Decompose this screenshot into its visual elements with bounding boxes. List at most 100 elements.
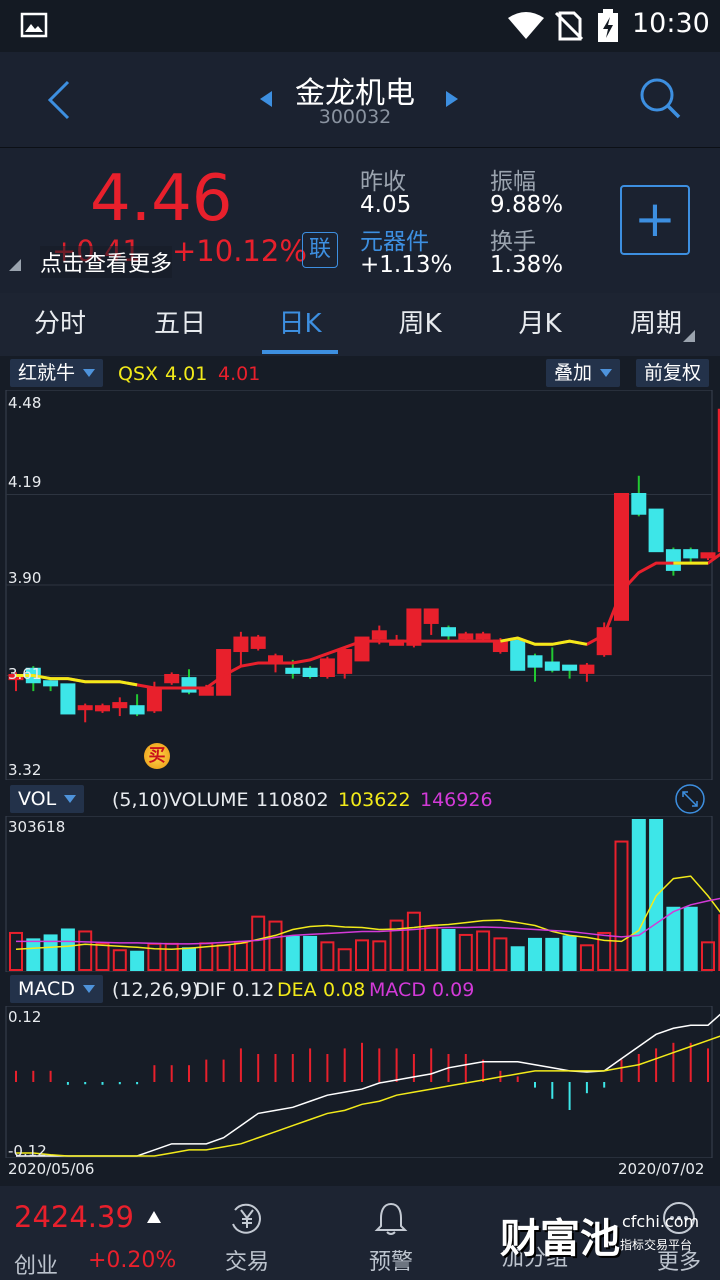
candle	[441, 627, 456, 637]
volume-bar	[441, 928, 456, 972]
nav-alert-label: 预警	[368, 1250, 413, 1275]
macd-axis-bottom: -0.12	[8, 1142, 47, 1160]
candle	[250, 636, 266, 649]
volume-params: (5,10)	[112, 789, 170, 811]
candle	[60, 683, 76, 715]
status-bar: 10:30	[0, 0, 720, 52]
nav-add-group[interactable]: 加分组	[488, 1186, 582, 1280]
candle	[129, 705, 145, 715]
tab-five-day[interactable]: 五日	[153, 309, 206, 339]
add-watchlist-button[interactable]: +	[620, 185, 690, 255]
volume-bar	[528, 937, 542, 972]
volume-bar	[216, 944, 231, 972]
volume-bar	[631, 819, 646, 971]
adjust-select[interactable]: 前复权	[636, 359, 710, 387]
indicator-select-label: 红就牛	[18, 362, 76, 384]
volume-bar	[182, 947, 196, 972]
volume-bar	[545, 937, 560, 972]
turnover-label: 换手	[490, 229, 536, 255]
nav-more[interactable]: 更多	[632, 1186, 720, 1280]
volume-bar	[78, 930, 93, 971]
volume-bar	[389, 919, 404, 972]
tab-weekly-k[interactable]: 周K	[398, 309, 442, 339]
volume-bar	[579, 944, 594, 972]
overlay-select-label: 叠加	[554, 362, 593, 384]
stock-name: 金龙机电	[295, 76, 415, 111]
status-time: 10:30	[632, 8, 710, 39]
candle	[579, 664, 595, 674]
more-tip[interactable]: 点击查看更多	[40, 246, 173, 278]
volume-bar	[493, 937, 508, 972]
candle	[337, 649, 353, 674]
candle	[665, 549, 681, 571]
volume-bar	[303, 935, 318, 971]
overlay-select[interactable]: 叠加	[546, 359, 621, 387]
macd-chart[interactable]	[0, 1006, 720, 1158]
volume-bar	[95, 942, 110, 971]
index-value[interactable]: 2424.39	[14, 1200, 134, 1234]
prev-stock-icon[interactable]	[258, 90, 274, 108]
link-badge-button[interactable]: 联	[302, 232, 338, 268]
macd-params: (12,26,9)	[112, 979, 200, 1001]
dea-value: 0.08	[323, 979, 366, 1001]
macd-select-label: MACD	[18, 978, 75, 1000]
nav-trade[interactable]: 交易	[200, 1186, 294, 1280]
candle	[371, 630, 387, 640]
qsx-label: QSX	[118, 363, 159, 385]
candle	[475, 633, 491, 640]
volume-bar	[476, 930, 491, 971]
quote-panel[interactable]: 4.46 +0.41 +10.12% 点击查看更多 联 昨收 4.05 元器件 …	[0, 148, 720, 293]
period-tabs: 分时 五日 日K 周K 月K 周期	[0, 293, 720, 356]
prev-close-value: 4.05	[360, 192, 412, 218]
volume-bar	[164, 942, 179, 971]
volume-bar	[614, 840, 629, 971]
volume-bar	[233, 941, 248, 971]
current-price: 4.46	[90, 162, 233, 236]
volume-axis-max: 303618	[8, 818, 66, 836]
macd-select[interactable]: MACD	[10, 975, 103, 1003]
candle	[319, 658, 335, 677]
next-stock-icon[interactable]	[444, 90, 460, 108]
candle	[631, 493, 647, 515]
back-icon[interactable]	[44, 78, 74, 122]
volume-bar	[666, 906, 681, 971]
volume-chart[interactable]	[0, 816, 720, 972]
volume-bar	[562, 935, 577, 971]
bottom-bar	[0, 1186, 720, 1280]
nav-alert[interactable]: 预警	[344, 1186, 438, 1280]
candle	[562, 664, 578, 671]
volume-bar	[406, 911, 421, 972]
tab-period[interactable]: 周期	[600, 293, 712, 356]
stock-code: 300032	[318, 106, 392, 128]
tab-intraday[interactable]: 分时	[33, 309, 86, 339]
macd-toolbar: MACD (12,26,9) DIF 0.12 DEA 0.08 MACD 0.…	[0, 972, 720, 1006]
gallery-icon	[20, 12, 48, 38]
search-icon[interactable]	[638, 76, 682, 120]
nav-add-group-label: 加分组	[501, 1246, 568, 1271]
chevron-down-icon	[600, 369, 613, 377]
volume-bar	[130, 950, 145, 971]
volume-bar	[9, 931, 23, 971]
date-end: 2020/07/02	[618, 1160, 705, 1178]
fullscreen-icon[interactable]	[674, 783, 706, 815]
tab-period-label: 周期	[629, 309, 682, 339]
volume-bar	[510, 946, 525, 972]
candle	[527, 655, 543, 668]
volume-bar	[285, 935, 300, 971]
dif-value: 0.12	[232, 979, 275, 1001]
candle	[406, 608, 422, 646]
tab-daily-k[interactable]: 日K	[278, 309, 322, 339]
sector-link[interactable]: 元器件	[360, 229, 429, 255]
volume-ma10-line	[16, 897, 720, 945]
volume-select[interactable]: VOL	[10, 785, 85, 813]
kline-chart[interactable]	[0, 390, 720, 780]
indicator-select[interactable]: 红就牛	[10, 359, 104, 387]
battery-charging-icon	[598, 9, 618, 42]
qsx-value-2: 4.01	[218, 363, 261, 385]
more-icon	[663, 1202, 695, 1234]
tab-monthly-k[interactable]: 月K	[518, 309, 562, 339]
volume-bar	[701, 941, 715, 971]
volume-bar	[458, 933, 473, 971]
kline-toolbar: 红就牛 QSX 4.01 4.01 叠加 前复权	[0, 356, 720, 390]
candle	[285, 667, 301, 674]
